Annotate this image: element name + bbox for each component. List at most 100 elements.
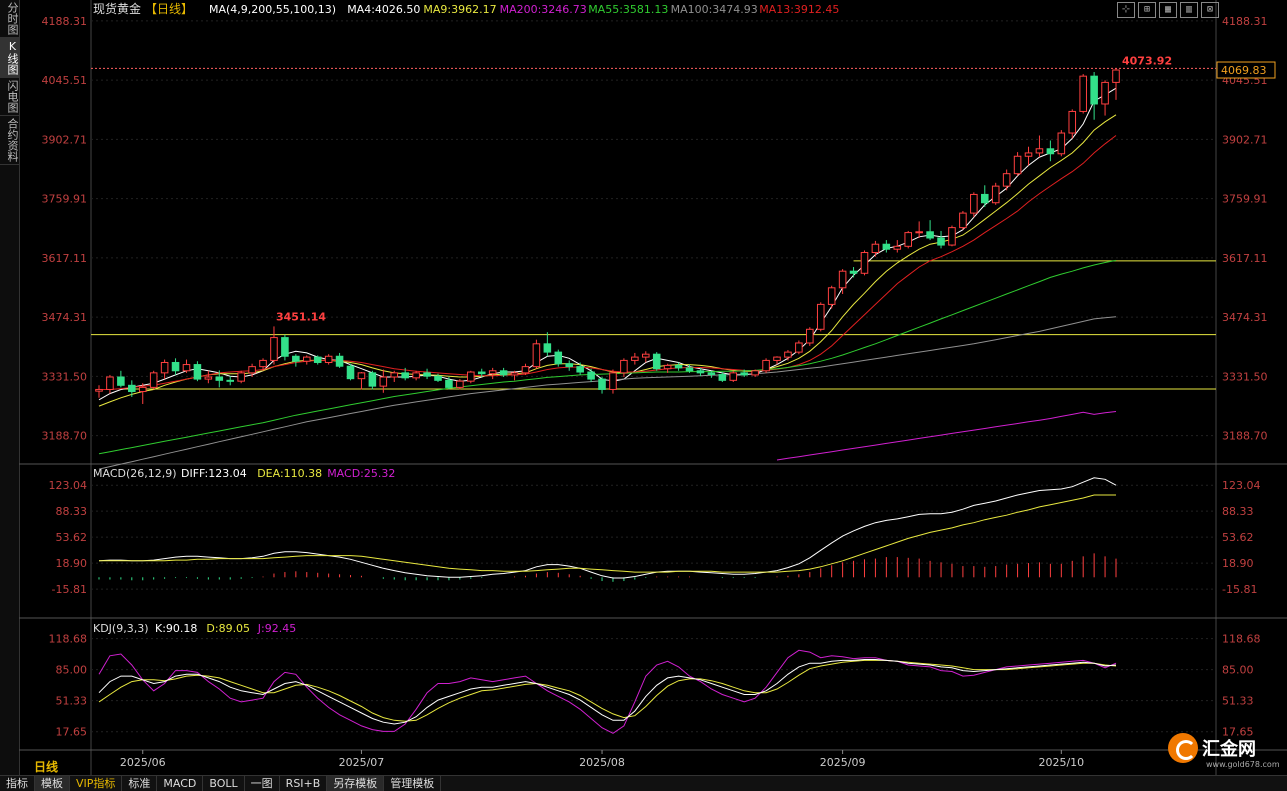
tab-time-share[interactable]: 分时图 xyxy=(0,0,19,38)
candle-body xyxy=(248,366,256,374)
candle-body xyxy=(226,379,235,382)
legend-ma-3: MA200:3246.73 xyxy=(500,3,587,16)
candle-body xyxy=(182,364,191,372)
candle-body xyxy=(696,370,705,374)
price-tick-left: 4045.51 xyxy=(42,74,88,87)
candle-body xyxy=(685,367,694,372)
legend-ma-0: MA(4,9,200,55,100,13) xyxy=(209,3,336,16)
candle-body xyxy=(1046,148,1055,155)
chart-title: 现货黄金 xyxy=(93,1,141,16)
candle-body xyxy=(237,372,245,382)
candle-body xyxy=(641,353,650,358)
candle-body xyxy=(970,193,978,214)
logo-url: www.gold678.com xyxy=(1206,760,1280,769)
tab-vip-indicators[interactable]: VIP指标 xyxy=(70,776,123,791)
kdj-legend-0: K:90.18 xyxy=(155,622,197,635)
price-tick-left: 3617.11 xyxy=(42,252,88,265)
candle-body xyxy=(948,227,956,246)
candle-body xyxy=(652,353,661,370)
candle-body xyxy=(806,328,814,344)
date-tick-label: 2025/10 xyxy=(1038,756,1084,769)
legend-ma-5: MA100:3474.93 xyxy=(671,3,758,16)
candle-body xyxy=(160,361,169,374)
price-tick-right: 3759.91 xyxy=(1222,193,1268,206)
ma200-line xyxy=(776,411,1117,461)
macd-tick-right: 123.04 xyxy=(1222,479,1261,492)
macd-tick-left: 123.04 xyxy=(49,479,88,492)
candle-body xyxy=(871,243,880,254)
period-label[interactable]: 日线 xyxy=(34,760,59,774)
price-tick-right: 4188.31 xyxy=(1222,15,1268,28)
candle-body xyxy=(576,366,584,373)
logo-icon xyxy=(1168,733,1198,763)
tab-rsi-b[interactable]: RSI+B xyxy=(280,776,328,791)
last-price-label: 4069.83 xyxy=(1221,64,1267,77)
tab-templates[interactable]: 模板 xyxy=(35,776,70,791)
price-tick-left: 3474.31 xyxy=(42,311,88,324)
macd-tick-left: -15.81 xyxy=(52,583,87,596)
price-tick-left: 3902.71 xyxy=(42,133,88,146)
tab-boll[interactable]: BOLL xyxy=(203,776,245,791)
chart-toolbar: ⊹ ⊞ ▦ ▥ ⊠ xyxy=(1117,2,1219,18)
kdj-tick-right: 51.33 xyxy=(1222,695,1254,708)
macd-legend-2: MACD:25.32 xyxy=(327,467,395,480)
chart-period: 【日线】 xyxy=(145,2,193,16)
grid-icon[interactable]: ▦ xyxy=(1159,2,1177,18)
candle-body xyxy=(532,343,541,368)
tab-save-template[interactable]: 另存模板 xyxy=(327,776,385,791)
tab-contract-info[interactable]: 合约资料 xyxy=(0,116,19,165)
candle-body xyxy=(762,359,770,372)
kdj-legend-2: J:92.45 xyxy=(257,622,296,635)
tab-indicators[interactable]: 指标 xyxy=(0,776,35,791)
date-tick-label: 2025/09 xyxy=(820,756,866,769)
kdj-tick-right: 85.00 xyxy=(1222,664,1254,677)
candle-body xyxy=(401,372,409,379)
move-icon[interactable]: ⊹ xyxy=(1117,2,1135,18)
candle-body xyxy=(587,371,595,380)
candle-body xyxy=(445,379,453,388)
candle-body xyxy=(1024,152,1033,157)
kdj-j-line xyxy=(98,649,1117,734)
candle-body xyxy=(456,380,464,388)
layout-icon[interactable]: ▥ xyxy=(1180,2,1198,18)
macd-legend-0: DIFF:123.04 xyxy=(181,467,247,480)
candle-body xyxy=(1057,132,1066,155)
candle-body xyxy=(95,388,103,392)
tab-flash-chart[interactable]: 闪电图 xyxy=(0,78,19,116)
candle-body xyxy=(904,232,913,247)
tab-one-chart[interactable]: 一图 xyxy=(245,776,280,791)
candle-body xyxy=(423,372,431,377)
ma55-line xyxy=(98,259,1117,455)
tab-manage-templates[interactable]: 管理模板 xyxy=(384,776,442,791)
kdj-tick-left: 85.00 xyxy=(56,664,88,677)
macd-tick-right: -15.81 xyxy=(1222,583,1257,596)
macd-tick-left: 18.90 xyxy=(56,557,88,570)
candle-body xyxy=(1079,75,1087,112)
macd-tick-right: 88.33 xyxy=(1222,505,1254,518)
kdj-tick-left: 51.33 xyxy=(56,695,88,708)
close-icon[interactable]: ⊠ xyxy=(1201,2,1219,18)
tab-macd[interactable]: MACD xyxy=(157,776,204,791)
logo-text: 汇金网 xyxy=(1202,739,1256,760)
candle-body xyxy=(313,356,322,363)
candle-body xyxy=(1112,69,1120,83)
expand-icon[interactable]: ⊞ xyxy=(1138,2,1156,18)
candle-body xyxy=(215,376,224,381)
kdj-tick-right: 17.65 xyxy=(1222,726,1254,739)
candle-body xyxy=(193,364,202,380)
candle-body xyxy=(128,384,136,393)
candle-body xyxy=(521,366,530,374)
candle-body xyxy=(598,378,606,390)
candle-body xyxy=(171,361,180,372)
tab-kline[interactable]: K线图 xyxy=(0,38,19,78)
candle-body xyxy=(335,355,344,367)
legend-ma-4: MA55:3581.13 xyxy=(588,3,668,16)
candle-body xyxy=(751,370,759,376)
candle-body xyxy=(1002,173,1011,187)
tab-standard[interactable]: 标准 xyxy=(122,776,158,791)
candle-body xyxy=(390,372,399,378)
price-tick-left: 3188.70 xyxy=(42,430,88,443)
candle-body xyxy=(379,376,388,387)
candle-body xyxy=(609,372,617,390)
